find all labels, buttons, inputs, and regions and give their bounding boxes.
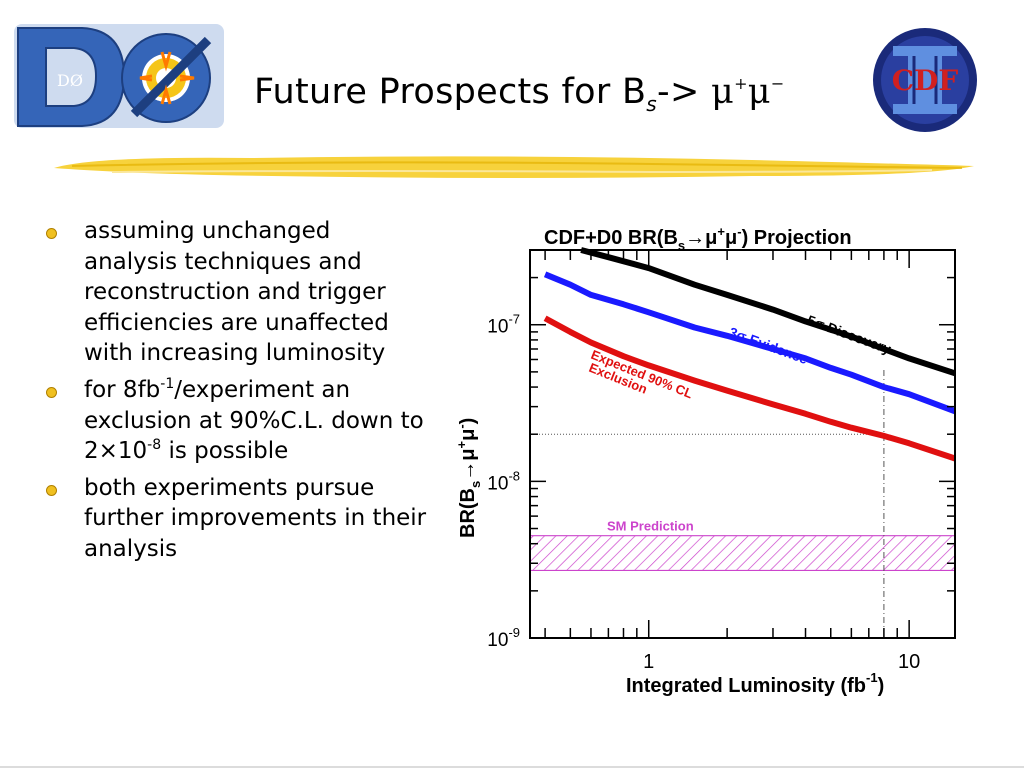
- title-subscript: s: [646, 92, 658, 116]
- discovery-curve: [580, 247, 956, 377]
- x-tick-label: 10: [898, 651, 920, 673]
- bullet-list: assuming unchanged analysis techniques a…: [40, 216, 430, 571]
- x-tick-label: 1: [643, 651, 654, 673]
- y-tick-label: 10-9: [487, 625, 520, 651]
- d0-logo-text: DØ: [57, 71, 83, 90]
- cdf-logo-text: CDF: [892, 64, 959, 97]
- footer-divider: [0, 766, 1024, 768]
- d0-logo: DØ: [14, 24, 224, 128]
- yellow-brush-divider: [54, 156, 974, 178]
- bullet-item: for 8fb-1/experiment an exclusion at 90%…: [40, 375, 430, 467]
- slide-title: Future Prospects for Bs-> μ+μ−: [254, 72, 785, 116]
- y-tick-label: 10-7: [487, 312, 520, 338]
- x-axis-label: Integrated Luminosity (fb-1): [626, 670, 884, 697]
- title-main: Future Prospects for B: [254, 72, 647, 112]
- exclusion-curve: [543, 315, 956, 462]
- chart-title: CDF+D0 BR(Bs→μ+μ-) Projection: [544, 224, 852, 253]
- y-axis-label: BR(Bs→μ+μ-): [454, 418, 483, 538]
- bullet-dot-icon: [46, 228, 57, 239]
- discovery-label: 5σ Discovery: [805, 312, 894, 357]
- title-mu-plus: μ+μ−: [711, 72, 785, 112]
- cdf-logo: CDF: [873, 28, 977, 132]
- evidence-label: 3σ Evidence: [727, 324, 810, 367]
- y-tick-label: 10-8: [487, 468, 520, 494]
- sm-band: [530, 535, 955, 571]
- bullet-dot-icon: [46, 484, 57, 496]
- bullet-dot-icon: [46, 386, 57, 398]
- sm-prediction-label: SM Prediction: [607, 519, 694, 534]
- evidence-curve: [543, 271, 957, 415]
- title-arrow: ->: [657, 72, 700, 112]
- plot-frame: [529, 249, 956, 639]
- bullet-item: both experiments pursue further improvem…: [40, 473, 430, 565]
- bullet-item: assuming unchanged analysis techniques a…: [40, 216, 430, 369]
- projection-chart: CDF+D0 BR(Bs→μ+μ-) Projection BR(Bs→μ+μ-…: [454, 224, 957, 697]
